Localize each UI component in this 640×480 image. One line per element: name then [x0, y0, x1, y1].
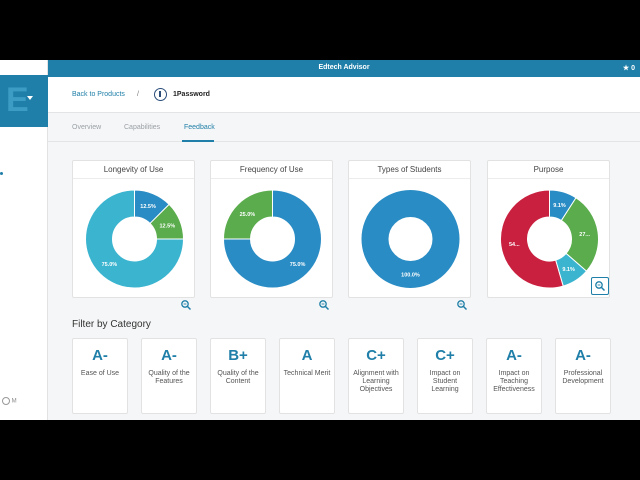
sidebar-footer: M [2, 397, 17, 405]
tab-overview[interactable]: Overview [72, 124, 102, 131]
slice-label: 12.5% [140, 204, 156, 210]
back-to-products-link[interactable]: Back to Products [72, 91, 125, 98]
app-window: E M Edtech Advisor ★ 0 Back to Products … [0, 60, 640, 420]
favorites-count: 0 [631, 65, 635, 72]
category-card[interactable]: A- Quality of the Features [141, 338, 197, 414]
tab-capabilities[interactable]: Capabilities [124, 124, 161, 131]
longevity-donut-chart: 12.5% 12.5% 75.0% [85, 189, 185, 289]
slice-label: 27... [579, 232, 590, 238]
slice-label: 100.0% [401, 273, 420, 279]
zoom-icon[interactable] [591, 277, 609, 295]
breadcrumb-separator: / [137, 91, 139, 98]
slice-label: 9.1% [553, 203, 566, 209]
zoom-icon[interactable] [456, 281, 468, 311]
category-label: Quality of the Features [148, 370, 190, 385]
donut-slice[interactable] [361, 190, 460, 288]
category-grade: A- [161, 347, 177, 364]
sidebar-logo-menu[interactable]: E [0, 75, 48, 127]
frequency-donut-chart: 75.0% 25.0% [222, 189, 322, 289]
category-label: Impact on Student Learning [429, 370, 461, 393]
circle-icon [2, 397, 10, 405]
category-card[interactable]: A- Professional Development [555, 338, 611, 414]
tab-feedback[interactable]: Feedback [184, 124, 215, 131]
category-grade: C+ [435, 347, 455, 364]
active-tab-indicator [182, 140, 214, 142]
donut-slice[interactable] [222, 189, 322, 289]
zoom-icon[interactable] [180, 281, 192, 311]
category-grade: A- [92, 347, 108, 364]
category-card[interactable]: C+ Alignment with Learning Objectives [348, 338, 404, 414]
caret-down-icon [27, 96, 33, 100]
donut-slice[interactable] [560, 197, 599, 272]
category-card[interactable]: A Technical Merit [279, 338, 335, 414]
product-header: Back to Products / 1Password [48, 77, 640, 113]
category-card[interactable]: C+ Impact on Student Learning [417, 338, 473, 414]
donut-slice[interactable] [222, 189, 273, 240]
zoom-icon[interactable] [318, 281, 330, 311]
slice-label: 9.1% [562, 267, 575, 273]
edtech-logo-icon: E [6, 81, 29, 119]
purpose-donut-chart: 9.1% 27... 9.1% 54... [500, 189, 599, 289]
chart-title: Frequency of Use [211, 161, 332, 179]
donut-slice[interactable] [85, 189, 185, 289]
category-card[interactable]: A- Ease of Use [72, 338, 128, 414]
category-card[interactable]: B+ Quality of the Content [210, 338, 266, 414]
slice-label: 12.5% [159, 223, 175, 229]
category-label: Impact on Teaching Effectiveness [493, 370, 535, 393]
chart-title: Types of Students [349, 161, 470, 179]
category-grade: C+ [366, 347, 386, 364]
students-donut-chart: 100.0% [361, 190, 460, 288]
product-name: 1Password [173, 91, 210, 98]
sidebar: E M [0, 60, 48, 420]
slice-label: 75.0% [290, 262, 306, 268]
slice-label: 25.0% [240, 212, 256, 218]
favorites-counter[interactable]: ★ 0 [623, 64, 635, 72]
category-grade: A- [575, 347, 591, 364]
chart-title: Longevity of Use [73, 161, 194, 179]
chart-card-frequency: Frequency of Use 75.0% 25.0% [210, 160, 333, 311]
tab-bar: Overview Capabilities Feedback [48, 114, 640, 142]
category-grade: A- [506, 347, 522, 364]
category-label: Ease of Use [80, 370, 120, 377]
category-label: Technical Merit [283, 370, 331, 377]
chart-card-students: Types of Students 100.0% [348, 160, 471, 311]
sidebar-indicator [0, 172, 3, 175]
sidebar-footer-text: M [11, 398, 17, 405]
category-label: Alignment with Learning Objectives [353, 370, 399, 393]
category-grade: B+ [228, 347, 248, 364]
category-label: Quality of the Content [217, 370, 259, 385]
1password-logo-icon [154, 88, 167, 101]
app-title: Edtech Advisor [318, 64, 370, 71]
donut-slice[interactable] [500, 189, 564, 289]
chart-card-purpose: Purpose 9.1% 27... 9.1% 54... [487, 160, 610, 298]
chart-card-longevity: Longevity of Use 12.5% 12.5% 75.0% [72, 160, 195, 311]
top-bar: Edtech Advisor ★ 0 [48, 60, 640, 77]
category-label: Professional Development [562, 370, 604, 385]
slice-label: 54... [509, 242, 520, 248]
star-icon: ★ [622, 65, 630, 72]
chart-title: Purpose [488, 161, 609, 179]
slice-label: 75.0% [102, 262, 118, 268]
category-grade: A [301, 347, 313, 364]
category-card[interactable]: A- Impact on Teaching Effectiveness [486, 338, 542, 414]
filter-section-title: Filter by Category [72, 319, 151, 330]
